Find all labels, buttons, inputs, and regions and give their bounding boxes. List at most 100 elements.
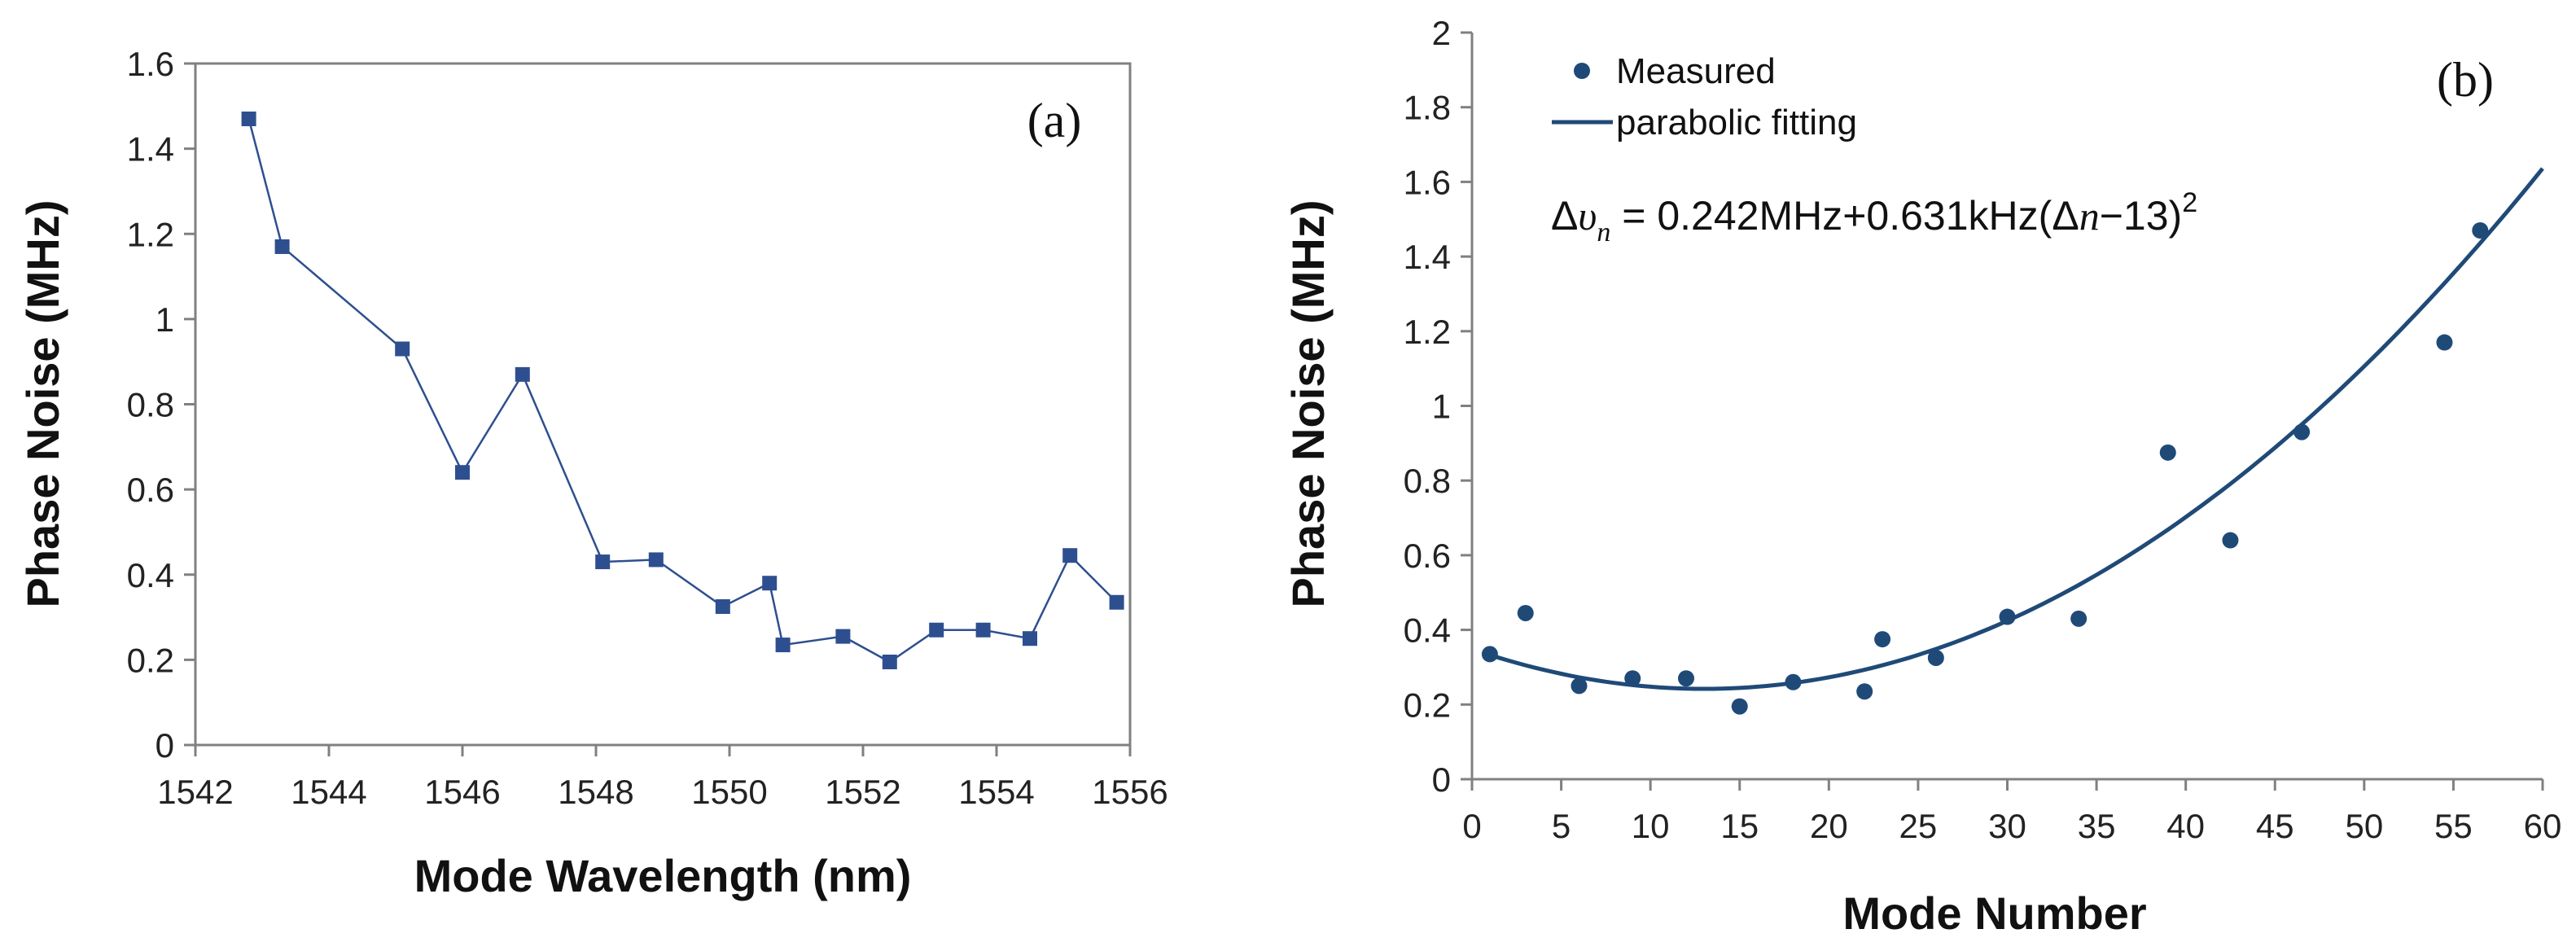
chart-a-ylabel: Phase Noise (MHz) (17, 200, 68, 608)
chart-a-points (241, 112, 1124, 669)
chart-a-xlabel: Mode Wavelength (nm) (414, 850, 912, 901)
eq-n: n (2079, 193, 2100, 239)
chart-a-point (274, 239, 290, 254)
chart-b-point (1481, 646, 1498, 663)
chart-a-point (1109, 594, 1124, 610)
chart-b-xtick-label: 30 (1988, 807, 2026, 845)
chart-b-point (2436, 334, 2453, 351)
chart-b-xtick-label: 35 (2078, 807, 2116, 845)
chart-a-panel-label: (a) (1027, 94, 1082, 147)
chart-a-point (929, 622, 944, 638)
chart-b-points (1481, 222, 2489, 715)
chart-b-xtick-label: 50 (2345, 807, 2383, 845)
chart-a-plot-frame (194, 62, 1132, 747)
chart-b-point (1856, 683, 1873, 700)
chart-b-ytick-label: 2 (1432, 14, 1451, 52)
eq-subscript-n: n (1597, 217, 1610, 248)
chart-b: 0 5 10 15 20 25 30 35 40 45 50 55 60 0 0.2 0.4 0.6 0.8 1 1.… (1282, 14, 2561, 939)
chart-b-xtick-label: 60 (2524, 807, 2562, 845)
chart-b-xtick-label: 20 (1810, 807, 1848, 845)
chart-b-xtick-label: 10 (1632, 807, 1670, 845)
chart-b-point (2222, 532, 2239, 549)
chart-b-point (1517, 604, 1534, 621)
chart-a-xtick-label: 1546 (424, 773, 500, 811)
chart-b-ytick-label: 1.2 (1404, 313, 1451, 351)
chart-a-point (395, 341, 410, 357)
chart-a-ytick-label: 0.8 (127, 386, 174, 424)
chart-a-ytick-label: 1.4 (127, 130, 174, 169)
chart-b-ytick-label: 0.4 (1404, 611, 1451, 650)
legend-measured-marker (1574, 63, 1590, 79)
chart-b-ytick-label: 1.8 (1404, 89, 1451, 127)
chart-b-ylabel: Phase Noise (MHz) (1282, 200, 1334, 608)
chart-b-panel-label: (b) (2437, 53, 2494, 107)
chart-a-point (241, 112, 256, 127)
chart-b-xtick-label: 0 (1462, 807, 1481, 845)
chart-b-point (2070, 610, 2088, 627)
chart-b-ytick-label: 1 (1432, 388, 1451, 426)
chart-a: 1542 1544 1546 1548 1550 1552 1554 1556 0 0.2 0.4 0… (17, 45, 1168, 901)
chart-b-xtick-label: 45 (2256, 807, 2294, 845)
chart-b-ytick-label: 0.2 (1404, 686, 1451, 724)
chart-b-xlabel: Mode Number (1842, 887, 2146, 939)
chart-a-xtick-label: 1552 (825, 773, 900, 811)
chart-b-point (1731, 698, 1748, 715)
chart-a-point (775, 638, 791, 653)
chart-b-point (2159, 444, 2176, 461)
chart-a-point (1023, 631, 1037, 646)
eq-delta-n: Δ (2052, 193, 2079, 239)
chart-a-point (975, 622, 991, 638)
chart-a-point (1062, 548, 1078, 563)
chart-b-ytick-label: 1.6 (1404, 163, 1451, 201)
chart-b-equation-annotation: Δυn = 0.242MHz+0.631kHz(Δn−13)2 (1551, 187, 2197, 248)
chart-a-point (882, 654, 897, 669)
chart-b-point (1624, 670, 1641, 687)
chart-a-point (762, 576, 778, 591)
chart-b-point (2293, 423, 2311, 440)
eq-tail: −13) (2100, 193, 2182, 239)
eq-upsilon: υ (1578, 193, 1597, 239)
chart-a-ytick-label: 0.2 (127, 641, 174, 679)
eq-delta: Δ (1551, 193, 1578, 239)
chart-a-ytick-label: 0 (156, 726, 174, 765)
chart-b-xtick-label: 55 (2434, 807, 2473, 845)
chart-b-ytick-label: 1.4 (1404, 238, 1451, 276)
chart-a-point (648, 552, 664, 568)
chart-a-axes: 1542 1544 1546 1548 1550 1552 1554 1556 0 0.2 0.4 0… (127, 45, 1168, 811)
chart-b-ytick-label: 0.6 (1404, 537, 1451, 575)
chart-a-xtick-label: 1550 (691, 773, 767, 811)
chart-b-point (1785, 673, 1802, 690)
legend-measured-label: Measured (1616, 51, 1776, 91)
chart-a-series-line (248, 118, 1118, 664)
chart-b-point (1678, 670, 1694, 687)
chart-b-point (1874, 631, 1891, 648)
legend-fit-label: parabolic fitting (1616, 103, 1857, 142)
chart-a-xtick-label: 1556 (1092, 773, 1168, 811)
chart-b-xtick-label: 25 (1899, 807, 1938, 845)
chart-b-point (1999, 608, 2016, 625)
chart-a-point (515, 366, 530, 382)
chart-a-ytick-label: 0.6 (127, 471, 174, 509)
chart-a-point (835, 629, 851, 644)
chart-a-xtick-label: 1548 (558, 773, 633, 811)
chart-a-ytick-label: 1 (156, 300, 174, 339)
chart-b-ytick-label: 0.8 (1404, 462, 1451, 500)
chart-b-point (2472, 222, 2489, 239)
chart-b-point (1571, 677, 1588, 695)
chart-a-point (455, 465, 470, 480)
chart-b-xtick-label: 15 (1720, 807, 1759, 845)
chart-a-ytick-label: 1.2 (127, 215, 174, 253)
chart-b-xtick-label: 5 (1552, 807, 1571, 845)
chart-b-axes: 0 5 10 15 20 25 30 35 40 45 50 55 60 0 0.2 0.4 0.6 0.8 1 1.… (1404, 14, 2562, 845)
chart-b-fit-curve (1489, 167, 2544, 691)
chart-a-xtick-label: 1554 (958, 773, 1034, 811)
chart-a-point (715, 598, 730, 614)
chart-a-ytick-label: 1.6 (127, 45, 174, 83)
chart-a-xtick-label: 1542 (157, 773, 233, 811)
chart-b-legend: Measured parabolic fitting (1552, 51, 1857, 142)
chart-a-xtick-label: 1544 (291, 773, 366, 811)
eq-body: = 0.242MHz+0.631kHz( (1610, 193, 2052, 239)
chart-a-point (595, 554, 611, 570)
chart-b-point (1927, 649, 1944, 666)
